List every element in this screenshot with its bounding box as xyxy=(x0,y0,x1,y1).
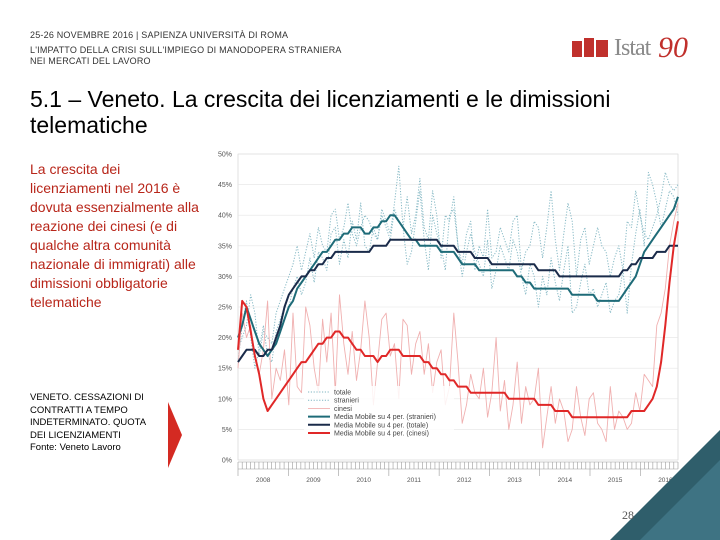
x-tick-label: 2010 xyxy=(356,477,371,484)
caption-line-4: DEI LICENZIAMENTI xyxy=(30,429,121,441)
x-tick-label: 2008 xyxy=(256,477,271,484)
legend-label: stranieri xyxy=(334,398,359,405)
y-tick-label: 10% xyxy=(218,396,232,403)
x-tick-label: 2016 xyxy=(658,477,673,484)
y-tick-label: 25% xyxy=(218,305,232,312)
y-tick-label: 40% xyxy=(218,213,232,220)
series-line-0 xyxy=(237,171,679,357)
caption-line-1: VENETO. CESSAZIONI DI xyxy=(30,392,144,403)
header-subtitle-line1: L'IMPATTO DELLA CRISI SULL'IMPIEGO DI MA… xyxy=(30,45,342,55)
y-tick-label: 50% xyxy=(218,152,232,159)
istat-logo: Istat 90 xyxy=(572,31,692,72)
slide-title: 5.1 – Veneto. La crescita dei licenziame… xyxy=(30,86,611,138)
x-tick-label: 2009 xyxy=(306,477,321,484)
series-line-1 xyxy=(237,165,679,369)
header-event: 25-26 NOVEMBRE 2016 | SAPIENZA UNIVERSIT… xyxy=(30,30,289,40)
slide-body: La crescita dei licenziamenti nel 2016 è… xyxy=(30,161,199,310)
legend-label: Media Mobile su 4 per. (cinesi) xyxy=(334,431,429,438)
caption-arrow-icon xyxy=(168,402,182,468)
x-tick-label: 2014 xyxy=(558,477,573,484)
legend-label: cinesi xyxy=(334,406,352,413)
y-tick-label: 30% xyxy=(218,274,232,281)
caption-line-3: INDETERMINATO. QUOTA xyxy=(30,417,147,428)
legend-label: Media Mobile su 4 per. (stranieri) xyxy=(334,414,436,421)
x-tick-label: 2012 xyxy=(457,477,472,484)
legend-label: Media Mobile su 4 per. (totale) xyxy=(334,422,428,429)
y-tick-label: 35% xyxy=(218,243,232,250)
chart: 0% 5% 10% 15% 20% 25% 30% 35% 40% 45% 50% 2008 2009 2… xyxy=(218,152,679,484)
series-line-3 xyxy=(237,196,679,357)
y-tick-label: 5% xyxy=(222,427,232,434)
series-line-4 xyxy=(237,238,678,363)
istat-logo-blocks-icon xyxy=(572,38,608,57)
x-tick-label: 2015 xyxy=(608,477,623,484)
y-tick-label: 0% xyxy=(222,458,232,465)
istat-logo-anniversary: 90 xyxy=(658,31,688,64)
y-tick-label: 45% xyxy=(218,182,232,189)
caption-line-2: CONTRATTI A TEMPO xyxy=(30,404,128,416)
header-subtitle-line2: NEI MERCATI DEL LAVORO xyxy=(30,56,151,66)
istat-logo-text: Istat xyxy=(614,35,651,61)
caption-source: Fonte: Veneto Lavoro xyxy=(30,442,121,453)
series-line-5 xyxy=(237,221,679,419)
x-tick-label: 2011 xyxy=(407,477,421,484)
corner-stripe-mid xyxy=(640,460,720,540)
y-tick-label: 15% xyxy=(218,366,232,373)
legend-label: totale xyxy=(334,390,351,397)
y-tick-label: 20% xyxy=(218,335,232,342)
header-subtitle: L'IMPATTO DELLA CRISI SULL'IMPIEGO DI MA… xyxy=(30,45,342,67)
series-line-2 xyxy=(237,202,679,449)
legend-background xyxy=(304,386,454,440)
x-tick-label: 2013 xyxy=(507,477,522,484)
chart-caption: VENETO. CESSAZIONI DI CONTRATTI A TEMPO … xyxy=(30,392,175,455)
page-number: 28 xyxy=(622,508,634,522)
